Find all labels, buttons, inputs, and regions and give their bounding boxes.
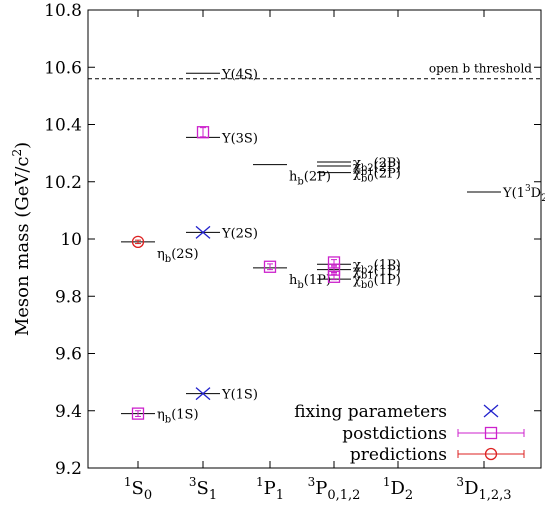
- threshold-label: open b threshold: [429, 62, 532, 76]
- level-label: hb(1P): [289, 273, 331, 291]
- level-label: ηb(2S): [157, 247, 199, 265]
- data-point: [131, 407, 145, 420]
- y-tick-label: 9.6: [55, 345, 82, 365]
- legend-marker: [483, 404, 499, 418]
- legend-label: postdictions: [342, 424, 447, 444]
- series-circle: [131, 235, 145, 249]
- y-tick-label: 10.2: [44, 173, 82, 193]
- axes: 9.2 9.4 9.6 9.8 10 10.2 10.4 10.6 10.8 1S0 3S1 1P1 3…: [10, 1, 542, 503]
- threshold-group: open b threshold: [88, 62, 541, 80]
- level-label: χb0(2P): [353, 167, 401, 185]
- level-label: Υ(3S): [221, 131, 258, 146]
- points-group: [131, 126, 341, 420]
- data-point: [196, 126, 210, 139]
- x-tick-label-1P1: 1P1: [256, 475, 284, 503]
- level-label: χb1(2P): [353, 160, 401, 178]
- x-tick-label-3P012: 3P0,1,2: [308, 475, 361, 503]
- x-tick-label-3S1: 3S1: [189, 475, 217, 503]
- legend-marker: [484, 447, 498, 461]
- y-tick-label: 10.8: [44, 1, 82, 21]
- level-label: χb2(2P): [353, 156, 401, 174]
- level-label: hb(2P): [289, 170, 331, 188]
- legend-label: predictions: [350, 445, 447, 465]
- data-point: [263, 260, 277, 273]
- data-point: [195, 225, 211, 239]
- series-cross: [195, 225, 211, 401]
- x-tick-label-1S0: 1S0: [124, 475, 152, 503]
- levels-group: ηb(1S) ηb(2S) Υ(1S) Υ(2S) Υ(3S) Υ(4S) hb(1P) hb…: [121, 67, 545, 426]
- series-square: [131, 126, 341, 420]
- level-label: ηb(1S): [157, 408, 199, 426]
- level-label: χb1(1P): [353, 264, 401, 282]
- level-label: Υ(13D2): [502, 184, 545, 204]
- y-tick-label: 10.4: [44, 116, 82, 136]
- level-label: Υ(2S): [221, 226, 258, 241]
- y-tick-label: 9.4: [55, 402, 82, 422]
- y-tick-label: 10.6: [44, 58, 82, 78]
- y-tick-label: 9.2: [55, 459, 82, 479]
- level-label: χb2(1P): [353, 258, 401, 276]
- data-point: [195, 387, 211, 401]
- level-label: Υ(1S): [221, 388, 258, 403]
- y-tick-label: 9.8: [55, 287, 82, 307]
- level-label: Υ(4S): [221, 67, 258, 82]
- legend-label: fixing parameters: [294, 402, 447, 422]
- level-label: χb0(1P): [353, 273, 401, 291]
- y-tick-label: 10: [60, 230, 82, 250]
- x-tick-label-3D123: 3D1,2,3: [456, 475, 511, 503]
- y-axis-title: Meson mass (GeV/c2): [10, 142, 33, 336]
- data-point: [327, 256, 341, 269]
- data-point: [131, 235, 145, 249]
- x-tick-label-1D2: 1D2: [383, 475, 413, 503]
- legend-marker: [484, 426, 498, 440]
